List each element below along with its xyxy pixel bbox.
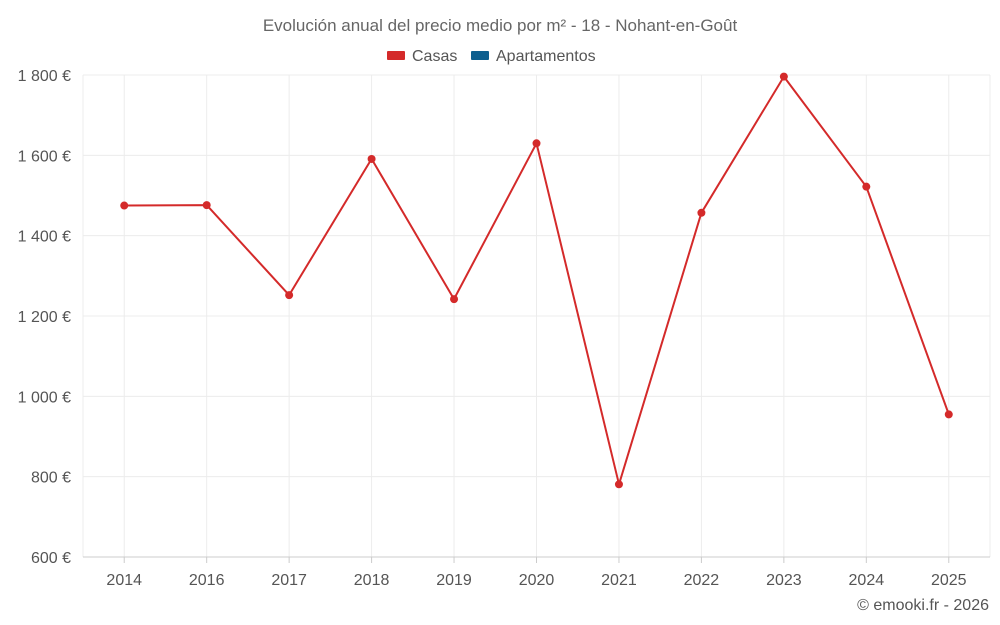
data-point-casas-2021[interactable] — [614, 480, 623, 489]
y-tick-label: 800 € — [31, 470, 71, 487]
data-point-casas-2018[interactable] — [367, 154, 376, 163]
y-tick-label: 1 800 € — [18, 68, 71, 85]
data-point-casas-2019[interactable] — [450, 295, 459, 304]
data-point-casas-2024[interactable] — [862, 182, 871, 191]
legend-item-casas[interactable]: Casas — [387, 48, 457, 65]
data-point-casas-2020[interactable] — [532, 139, 541, 148]
legend-label-apartamentos: Apartamentos — [496, 48, 596, 65]
x-tick-label: 2025 — [931, 572, 967, 589]
y-tick-label: 1 000 € — [18, 389, 71, 406]
chart-title: Evolución anual del precio medio por m² … — [263, 16, 738, 35]
y-tick-label: 1 400 € — [18, 229, 71, 246]
x-tick-label: 2017 — [271, 572, 307, 589]
legend-label-casas: Casas — [412, 48, 457, 65]
data-point-casas-2022[interactable] — [697, 208, 706, 217]
x-tick-label: 2019 — [436, 572, 472, 589]
legend-item-apartamentos[interactable]: Apartamentos — [471, 48, 596, 65]
x-tick-label: 2022 — [684, 572, 720, 589]
legend-swatch-casas — [387, 51, 405, 60]
x-tick-label: 2020 — [519, 572, 555, 589]
legend: Casas Apartamentos — [387, 48, 596, 65]
y-tick-label: 1 600 € — [18, 148, 71, 165]
y-tick-label: 1 200 € — [18, 309, 71, 326]
axes: 600 € 800 € 1 000 € 1 200 € 1 400 € 1 600 € 1 … — [18, 68, 990, 589]
x-tick-label: 2024 — [849, 572, 885, 589]
x-tick-label: 2023 — [766, 572, 802, 589]
x-tick-label: 2016 — [189, 572, 225, 589]
x-tick-label: 2014 — [106, 572, 142, 589]
data-point-casas-2016[interactable] — [202, 201, 211, 210]
x-tick-label: 2018 — [354, 572, 390, 589]
plot-area — [120, 72, 953, 489]
data-point-casas-2017[interactable] — [285, 291, 294, 300]
data-point-casas-2023[interactable] — [779, 72, 788, 81]
y-tick-label: 600 € — [31, 550, 71, 567]
x-tick-label: 2021 — [601, 572, 637, 589]
legend-swatch-apartamentos — [471, 51, 489, 60]
credit-text: © emooki.fr - 2026 — [857, 597, 989, 614]
data-point-casas-2014[interactable] — [120, 201, 129, 210]
data-point-casas-2025[interactable] — [944, 410, 953, 419]
